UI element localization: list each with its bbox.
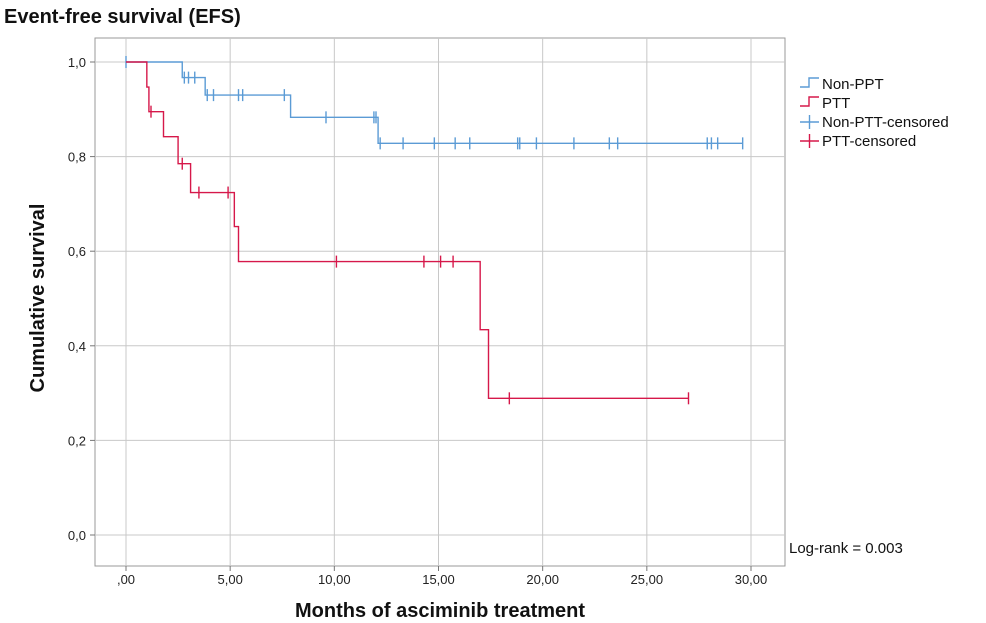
x-tick-label: 5,00 (218, 572, 243, 587)
x-tick-label: 15,00 (422, 572, 455, 587)
logrank-annotation: Log-rank = 0.003 (789, 540, 903, 557)
y-tick-label: 0,8 (68, 150, 86, 165)
series-layer (125, 56, 744, 405)
y-tick-label: 0,4 (68, 339, 86, 354)
chart-title: Event-free survival (EFS) (4, 6, 241, 28)
x-tick-label: 30,00 (735, 572, 768, 587)
x-tick-label: 10,00 (318, 572, 351, 587)
plot-frame (94, 37, 786, 567)
legend: Non-PPT PTT Non-PTT-censored PTT-censored (800, 76, 949, 150)
y-tick-label: 1,0 (68, 55, 86, 70)
legend-swatch (800, 96, 819, 107)
y-tick-label: 0,0 (68, 528, 86, 543)
grid (95, 38, 785, 566)
x-tick-label: 20,00 (526, 572, 559, 587)
x-tick-label: 25,00 (631, 572, 664, 587)
legend-label: Non-PPT (822, 76, 884, 93)
y-tick-label: 0,6 (68, 244, 86, 259)
x-axis-label: Months of asciminib treatment (295, 600, 585, 622)
legend-label: PTT-censored (822, 133, 916, 150)
axes: ,00 5,00 10,00 15,00 20,00 25,00 30,00 0,0 0,2 0,… (68, 55, 767, 587)
legend-label: Non-PTT-censored (822, 114, 949, 131)
y-axis-label: Cumulative survival (27, 204, 49, 393)
x-tick-label: ,00 (117, 572, 135, 587)
legend-label: PTT (822, 95, 850, 112)
legend-swatch (800, 77, 819, 88)
y-tick-label: 0,2 (68, 433, 86, 448)
survival-curve (126, 61, 743, 145)
survival-curve (126, 61, 689, 400)
